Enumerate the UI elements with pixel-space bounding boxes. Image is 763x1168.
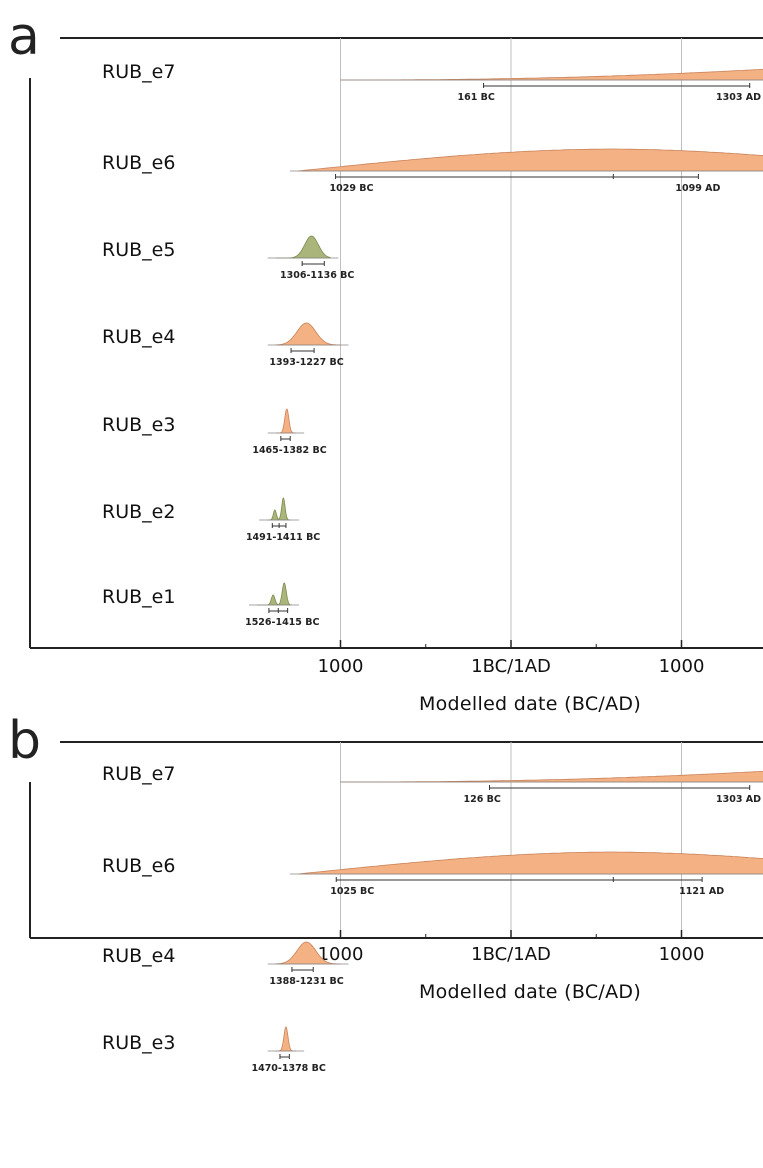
row-label: RUB_e6 (102, 152, 175, 174)
tick-label: 1000 (318, 944, 364, 965)
density-area (275, 941, 341, 965)
series-RUB_e5: RUB_e5 1306-1136 BC (102, 235, 354, 281)
series-RUB_e2: RUB_e2 1491-1411 BC (102, 497, 320, 543)
density-area (340, 68, 763, 81)
series-RUB_e4: RUB_e4 1388-1231 BC (102, 941, 349, 987)
density-area (297, 851, 763, 875)
range-label-end: 1303 AD (716, 794, 761, 805)
row-label: RUB_e7 (102, 61, 175, 83)
range-label: 1388-1231 BC (269, 976, 343, 987)
tick-label: 1000 (659, 656, 705, 677)
series-RUB_e3: RUB_e3 1470-1378 BC (102, 1026, 326, 1074)
range-label: 1491-1411 BC (246, 532, 320, 543)
x-axis-label: Modelled date (BC/AD) (419, 693, 641, 715)
range-label-start: 126 BC (464, 794, 501, 805)
row-label: RUB_e4 (102, 326, 175, 348)
tick-label: 1000 (659, 944, 705, 965)
x-axis-label: Modelled date (BC/AD) (419, 981, 641, 1003)
row-label: RUB_e4 (102, 945, 175, 967)
range-label-start: 1025 BC (330, 886, 374, 897)
range-label-end: 1303 AD (716, 92, 761, 103)
row-label: RUB_e3 (102, 1032, 175, 1054)
series-RUB_e7: RUB_e7 126 BC 1303 AD (102, 763, 763, 805)
series-RUB_e6: RUB_e6 1029 BC 1099 AD (102, 148, 763, 194)
series-RUB_e4: RUB_e4 1393-1227 BC (102, 322, 349, 368)
tick-label: 1BC/1AD (471, 944, 551, 965)
range-label: 1393-1227 BC (269, 357, 343, 368)
tick-label: 1BC/1AD (471, 656, 551, 677)
row-label: RUB_e7 (102, 763, 175, 785)
row-label: RUB_e2 (102, 501, 175, 523)
range-label: 1306-1136 BC (280, 270, 354, 281)
panel-label: a (8, 7, 40, 67)
density-area (256, 582, 292, 606)
density-area (340, 770, 763, 783)
row-label: RUB_e1 (102, 586, 175, 608)
panel-label: b (8, 711, 41, 771)
range-label-start: 1029 BC (330, 183, 374, 194)
range-label-end: 1099 AD (675, 183, 720, 194)
row-label: RUB_e6 (102, 855, 175, 877)
panel-a: a 1000 1BC/1AD 1000 Modelled date (BC/AD) RUB… (8, 7, 763, 715)
range-label: 1465-1382 BC (252, 445, 326, 456)
density-area (267, 497, 292, 521)
tick-label: 1000 (318, 656, 364, 677)
density-area (297, 148, 763, 172)
range-label: 1526-1415 BC (245, 617, 319, 628)
series-RUB_e1: RUB_e1 1526-1415 BC (102, 582, 319, 628)
density-area (275, 1026, 297, 1052)
range-label-start: 161 BC (458, 92, 495, 103)
series-RUB_e6: RUB_e6 1025 BC 1121 AD (102, 851, 763, 897)
row-label: RUB_e3 (102, 414, 175, 436)
row-label: RUB_e5 (102, 239, 175, 261)
series-RUB_e7: RUB_e7 161 BC 1303 AD (102, 61, 763, 103)
range-label: 1470-1378 BC (251, 1063, 325, 1074)
density-area (275, 322, 341, 346)
series-RUB_e3: RUB_e3 1465-1382 BC (102, 408, 327, 456)
density-area (275, 235, 331, 259)
density-area (275, 408, 297, 434)
range-label-end: 1121 AD (679, 886, 724, 897)
panel-b: b 1000 1BC/1AD 1000 Modelled date (BC/AD) RUB… (8, 711, 763, 1074)
